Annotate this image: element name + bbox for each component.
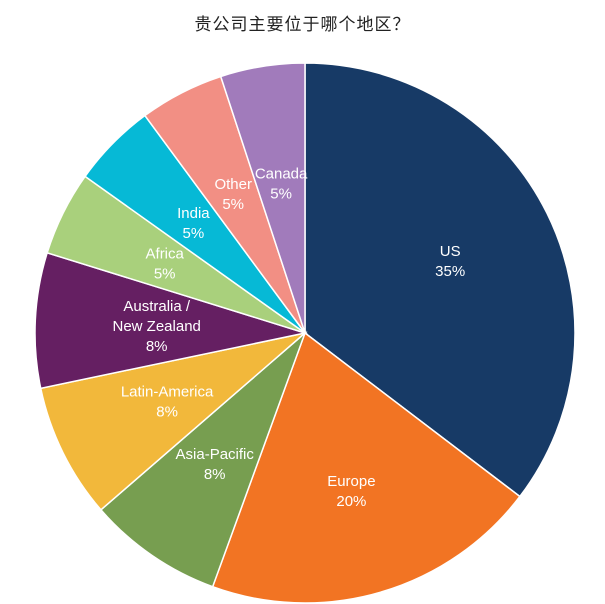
- slice-label-canada: Canada 5%: [255, 166, 308, 203]
- pie-slice-asia-pacific: [99, 330, 307, 588]
- pie-slice-australia-new-zealand: [34, 251, 308, 390]
- slice-label-latin-america: Latin-America 8%: [121, 383, 214, 420]
- slice-label-africa: Africa 5%: [146, 246, 185, 283]
- pie-slices: [34, 62, 576, 604]
- slice-label-australia-new-zealand: Australia / New Zealand 8%: [113, 298, 201, 355]
- pie-slice-canada: [219, 62, 306, 334]
- slice-label-asia-pacific: Asia-Pacific 8%: [176, 446, 255, 483]
- pie-slice-europe: [211, 331, 521, 604]
- slice-label-us: US 35%: [435, 243, 465, 280]
- pie-slice-latin-america: [39, 331, 308, 511]
- chart-title: 贵公司主要位于哪个地区？: [194, 15, 411, 35]
- pie-slice-us: [304, 62, 576, 498]
- pie-labels: US 35% Europe 20% Asia-Pacific 8% Latin-Americ…: [113, 166, 466, 510]
- slice-label-europe: Europe 20%: [327, 473, 375, 510]
- slice-label-india: India 5%: [177, 205, 210, 242]
- slice-label-other: Other 5%: [214, 176, 252, 213]
